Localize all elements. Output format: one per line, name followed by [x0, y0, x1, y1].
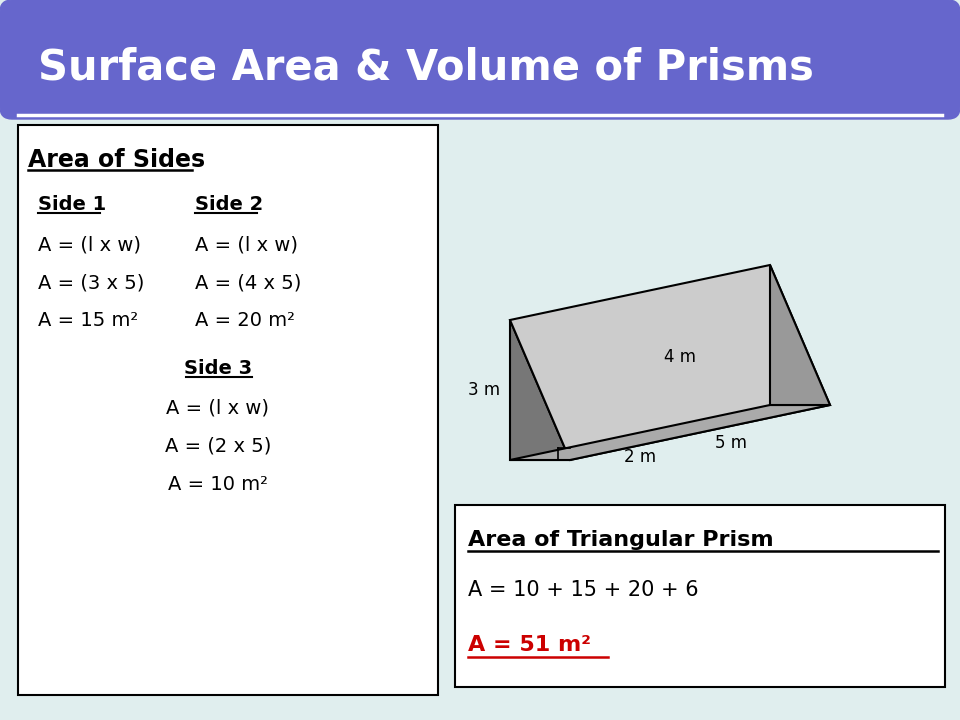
FancyBboxPatch shape [455, 505, 945, 687]
Text: 4 m: 4 m [664, 348, 696, 366]
Text: A = (l x w): A = (l x w) [166, 398, 270, 418]
Text: Surface Area & Volume of Prisms: Surface Area & Volume of Prisms [38, 46, 814, 88]
Text: A = (2 x 5): A = (2 x 5) [165, 436, 271, 456]
Text: 2 m: 2 m [624, 449, 656, 467]
Text: 5 m: 5 m [715, 433, 747, 451]
Text: A = (l x w): A = (l x w) [38, 235, 141, 254]
FancyBboxPatch shape [0, 0, 960, 119]
Polygon shape [770, 265, 830, 405]
Text: A = 51 m²: A = 51 m² [468, 635, 591, 655]
Text: Area of Triangular Prism: Area of Triangular Prism [468, 530, 774, 550]
Polygon shape [510, 320, 570, 460]
Text: 3 m: 3 m [468, 381, 500, 399]
Text: Side 3: Side 3 [184, 359, 252, 377]
Text: A = (l x w): A = (l x w) [195, 235, 298, 254]
Text: A = (3 x 5): A = (3 x 5) [38, 274, 144, 292]
Text: A = 10 m²: A = 10 m² [168, 474, 268, 493]
Text: A = (4 x 5): A = (4 x 5) [195, 274, 301, 292]
Polygon shape [510, 405, 830, 460]
Text: Area of Sides: Area of Sides [28, 148, 205, 172]
Text: Side 2: Side 2 [195, 196, 263, 215]
FancyBboxPatch shape [18, 125, 438, 695]
Text: A = 20 m²: A = 20 m² [195, 312, 295, 330]
Text: A = 10 + 15 + 20 + 6: A = 10 + 15 + 20 + 6 [468, 580, 699, 600]
Polygon shape [510, 265, 830, 460]
Text: A = 15 m²: A = 15 m² [38, 312, 138, 330]
Text: Side 1: Side 1 [38, 196, 107, 215]
